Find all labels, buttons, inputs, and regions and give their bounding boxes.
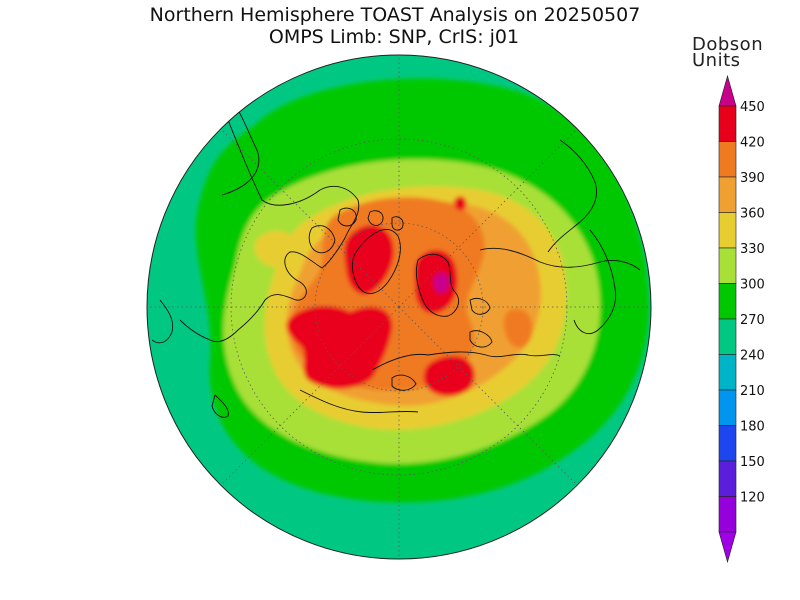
contour-330-west-patch <box>254 231 299 268</box>
colorbar-cap-bottom <box>718 531 737 564</box>
units-label-line-1: Dobson <box>692 34 764 55</box>
coast-north-america <box>179 119 360 343</box>
graticule <box>147 55 651 559</box>
coast-greenland <box>351 229 401 294</box>
colorbar-swatch-240 <box>718 354 737 391</box>
colorbar-label-300: 300 <box>740 278 765 293</box>
coast-pacific-islands <box>151 299 229 418</box>
colorbar-swatch-150 <box>718 460 737 497</box>
contour-420-europe <box>423 355 475 396</box>
contour-450-max <box>433 272 450 294</box>
colorbar-label-240: 240 <box>740 349 765 364</box>
coast-scandinavia <box>415 253 459 317</box>
coast-asia <box>469 247 641 348</box>
map-title: Northern Hemisphere TOAST Analysis on 20… <box>149 4 641 26</box>
ozone-contour-field <box>147 55 651 559</box>
map-subtitle: OMPS Limb: SNP, CrIS: j01 <box>268 26 520 48</box>
colorbar-swatch-120 <box>718 496 737 533</box>
colorbar-swatch-180 <box>718 425 737 462</box>
colorbar-label-330: 330 <box>740 242 765 257</box>
contour-420-small <box>454 196 467 211</box>
colorbar-label-270: 270 <box>740 313 765 328</box>
colorbar-swatch-330 <box>718 247 737 284</box>
coast-siberia <box>547 139 597 253</box>
colorbar-label-450: 450 <box>740 100 765 115</box>
coast-east-asia <box>573 229 617 334</box>
colorbar-swatch-420 <box>718 141 737 178</box>
colorbar-swatch-450 <box>718 105 737 142</box>
colorbar-cap-top <box>718 74 737 107</box>
colorbar-swatch-390 <box>718 176 737 213</box>
units-label-line-2: Units <box>692 50 741 71</box>
coast-alaska <box>221 109 260 196</box>
coast-hudson-bay <box>308 225 336 254</box>
coast-africa-north <box>299 389 419 414</box>
colorbar: 450 420 390 360 330 300 270 240 210 180 150 120 <box>718 74 765 564</box>
map-boundary <box>146 54 652 560</box>
colorbar-label-420: 420 <box>740 136 765 151</box>
colorbar-swatch-360 <box>718 212 737 249</box>
contour-390-east-patch <box>503 308 533 348</box>
coastlines <box>151 109 641 418</box>
colorbar-label-150: 150 <box>740 455 765 470</box>
colorbar-label-360: 360 <box>740 207 765 222</box>
colorbar-label-210: 210 <box>740 384 765 399</box>
contour-420-atlantic <box>286 306 393 389</box>
colorbar-swatch-210 <box>718 389 737 426</box>
contour-420-north-america <box>344 224 394 295</box>
contour-270-east-lobe <box>578 150 646 300</box>
colorbar-swatch-300 <box>718 283 737 320</box>
colorbar-label-120: 120 <box>740 491 765 506</box>
colorbar-label-390: 390 <box>740 171 765 186</box>
coast-europe <box>371 351 561 391</box>
colorbar-swatch-270 <box>718 318 737 355</box>
colorbar-label-180: 180 <box>740 420 765 435</box>
coast-canadian-archipelago <box>337 207 404 231</box>
